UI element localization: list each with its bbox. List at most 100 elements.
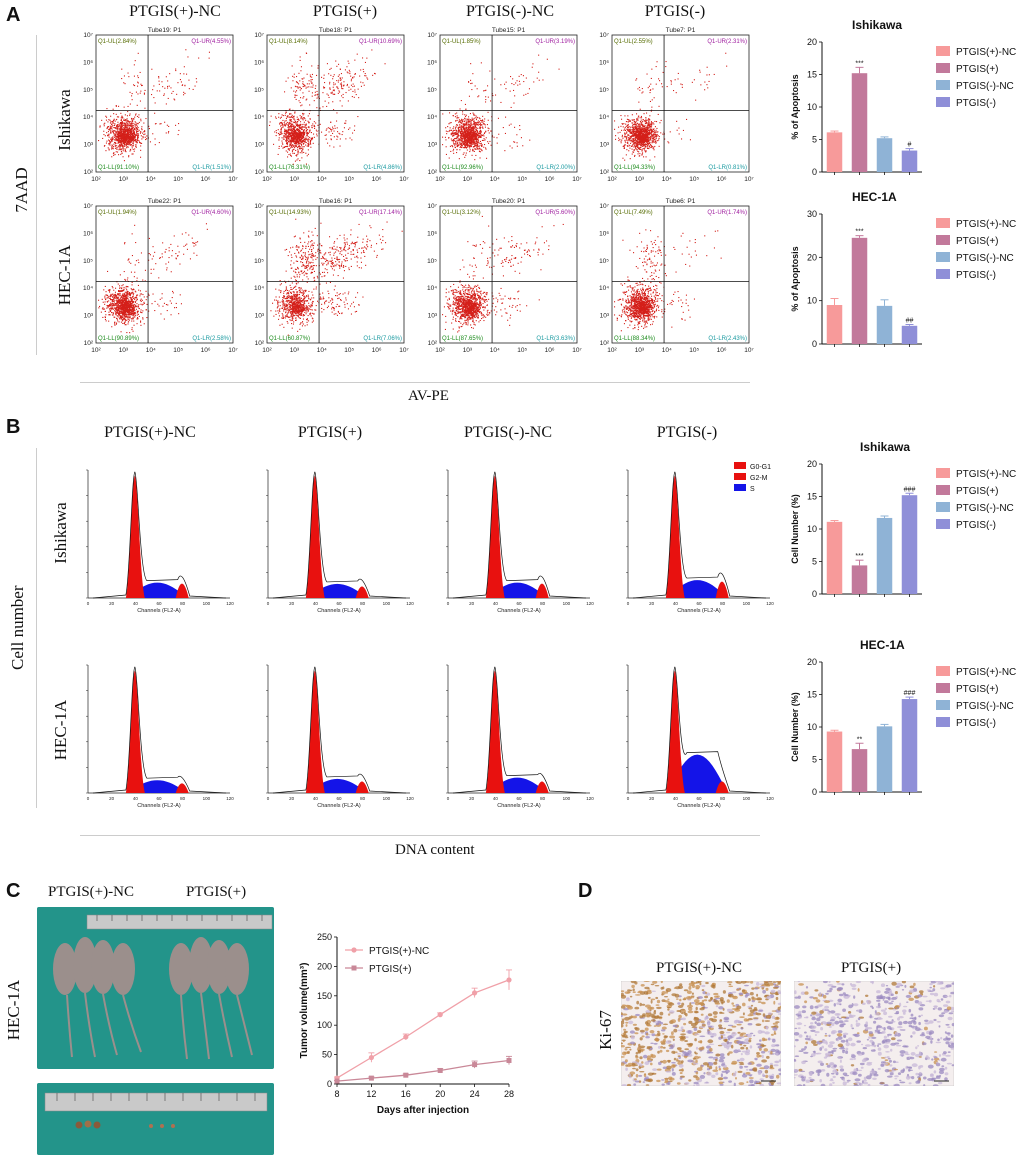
histogram-tick-label: 100: [203, 601, 211, 606]
data-point: [368, 1075, 374, 1081]
x-tick-label: 10⁵: [689, 347, 699, 354]
x-tick-label: 10⁴: [146, 176, 156, 183]
histogram-tick-label: 80: [180, 796, 186, 801]
quadrant-ur-label: Q1-UR(5.60%): [535, 210, 575, 216]
data-point: [334, 1078, 340, 1084]
flow-plot: Tube22: P1 Q1-UL(1.94%) Q1-UR(4.60%) Q1-LL(…: [83, 198, 238, 354]
y-tick-label: 10²: [255, 340, 265, 347]
y-tick-label: 10⁶: [83, 59, 93, 66]
y-tick-label: 10³: [600, 313, 610, 320]
flow-plot-frame: [95, 205, 234, 344]
tube-label: Tube19: P1: [148, 27, 182, 34]
bar-chart-cellcycle-hec1a: 0 5 10 15 20 Cell Number (%) ** ### PTGIS(+)-NC P…: [790, 657, 1016, 797]
histogram-outline: [92, 666, 227, 794]
histogram-x-caption: Channels (FL2-A): [677, 803, 721, 809]
legend-label: PTGIS(-)-NC: [956, 81, 1014, 92]
significance-label: ***: [855, 553, 863, 560]
ihc-title-nc: PTGIS(+)-NC: [656, 960, 742, 976]
g0g1-peak: [305, 476, 325, 598]
g0g1-peak: [665, 671, 685, 793]
line-chart-tumor-volume: 0 50 100 150 200 250 8 12 16 20 24 28 Days after inj…: [299, 932, 514, 1116]
y-tick-label: 15: [807, 70, 817, 80]
legend-swatch: [936, 700, 950, 710]
y-tick-label: 30: [807, 209, 817, 219]
y-tick-label: 10: [807, 524, 817, 534]
histogram-x-caption: Channels (FL2-A): [137, 803, 181, 809]
y-tick-label: 10³: [428, 142, 438, 149]
ihc-title-ptgis-plus: PTGIS(+): [841, 960, 902, 976]
y-tick-label: 10⁶: [254, 230, 264, 237]
significance-label: ***: [855, 229, 863, 236]
series-line: [336, 1059, 510, 1082]
histogram-x-caption: Channels (FL2-A): [137, 608, 181, 614]
col-title-a-0: PTGIS(+)-NC: [129, 3, 221, 20]
flow-plot: Tube20: P1 Q1-UL(3.12%) Q1-UR(5.60%) Q1-LL(…: [427, 198, 582, 354]
y-tick-label: 10⁴: [254, 285, 264, 292]
chart-title-cellcycle-ishikawa: Ishikawa: [860, 440, 911, 454]
panel-label-c: C: [6, 880, 21, 902]
histogram: Channels (FL2-A) 0 20 40 60 80 100 120: [86, 664, 234, 809]
quadrant-ul-label: Q1-UL(2.55%): [614, 39, 653, 45]
histogram-tick-label: 60: [516, 601, 522, 606]
histogram-tick-label: 120: [226, 601, 234, 606]
bar-chart-apoptosis-hec1a: 0 10 20 30 % of Apoptosis *** ## PTGIS(+)-NC PTG…: [790, 209, 1016, 349]
cell-cycle-histograms: Channels (FL2-A) 0 20 40 60 80 100 120 Channels …: [86, 462, 774, 809]
bar-chart-apoptosis-ishikawa: 0 5 10 15 20 % of Apoptosis *** # PTGIS(+)-NC PTG…: [790, 37, 1016, 177]
y-tick-label: 10²: [428, 169, 438, 176]
tube-label: Tube7: P1: [666, 27, 696, 34]
divider: [36, 448, 37, 808]
tube-label: Tube16: P1: [319, 198, 353, 205]
x-tick-label: 10⁴: [490, 176, 500, 183]
y-tick-label: 10²: [84, 340, 94, 347]
y-tick-label: 10⁵: [254, 87, 264, 94]
flow-dots: [270, 218, 403, 336]
flow-plot: Tube19: P1 Q1-UL(2.84%) Q1-UR(4.55%) Q1-LL(…: [83, 27, 238, 183]
y-tick-label: 250: [317, 932, 332, 942]
y-tick-label: 10²: [255, 169, 265, 176]
quadrant-ll-label: Q1-LL(87.65%): [442, 336, 483, 342]
x-tick-label: 10⁶: [545, 347, 555, 354]
histogram-tick-label: 0: [267, 796, 270, 801]
y-tick-label: 10⁷: [427, 32, 437, 39]
g2m-peak: [175, 783, 189, 793]
y-tick-label: 10⁴: [599, 285, 609, 292]
histogram: Channels (FL2-A) 0 20 40 60 80 100 120: [626, 469, 774, 614]
flow-plot-frame: [266, 34, 405, 173]
legend-label: S: [750, 486, 755, 493]
col-title-a-3: PTGIS(-): [644, 3, 706, 20]
histogram-tick-label: 20: [109, 601, 115, 606]
tumor-photo: [37, 1083, 274, 1155]
histogram-tick-label: 60: [156, 796, 162, 801]
quadrant-ul-label: Q1-UL(1.85%): [442, 39, 481, 45]
x-tick-label: 10⁴: [146, 347, 156, 354]
x-tick-label: 10⁴: [662, 176, 672, 183]
histogram-tick-label: 40: [133, 601, 139, 606]
legend-label: PTGIS(-)-NC: [956, 701, 1014, 712]
y-tick-label: 10⁷: [254, 203, 264, 210]
y-tick-label: 10³: [255, 142, 265, 149]
y-tick-label: 10⁵: [427, 87, 437, 94]
data-point: [472, 1062, 478, 1068]
data-point: [506, 1057, 512, 1063]
tube-label: Tube22: P1: [148, 198, 182, 205]
histogram-tick-label: 0: [87, 796, 90, 801]
bar: [826, 132, 843, 172]
histogram-tick-label: 60: [696, 796, 702, 801]
flow-dots: [614, 229, 722, 332]
quadrant-ll-label: Q1-LL(92.96%): [442, 165, 483, 171]
histogram-outline: [272, 471, 407, 599]
legend-label: PTGIS(-): [956, 520, 996, 531]
legend-swatch: [936, 468, 950, 478]
legend-swatch: [936, 502, 950, 512]
histogram-tick-label: 20: [649, 601, 655, 606]
y-tick-label: 10⁷: [83, 32, 93, 39]
histogram-tick-label: 120: [226, 796, 234, 801]
y-tick-label: 10²: [428, 340, 438, 347]
legend-swatch: [936, 666, 950, 676]
quadrant-ul-label: Q1-UL(14.93%): [269, 210, 311, 216]
histogram-tick-label: 0: [627, 601, 630, 606]
divider: [80, 835, 760, 836]
histogram-tick-label: 80: [540, 796, 546, 801]
quadrant-ll-label: Q1-LL(90.89%): [98, 336, 139, 342]
y-tick-label: 200: [317, 961, 332, 971]
